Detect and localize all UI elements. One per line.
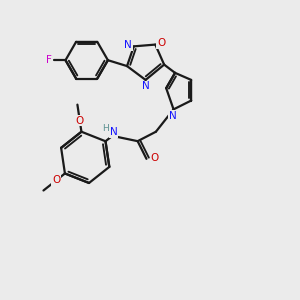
Text: N: N — [124, 40, 132, 50]
Text: O: O — [76, 116, 84, 126]
Text: N: N — [169, 111, 177, 121]
Text: O: O — [151, 153, 159, 163]
Text: N: N — [142, 81, 150, 92]
Text: O: O — [52, 176, 60, 185]
Text: O: O — [157, 38, 165, 48]
Text: H: H — [103, 124, 109, 133]
Text: F: F — [46, 55, 52, 65]
Text: N: N — [110, 127, 118, 137]
